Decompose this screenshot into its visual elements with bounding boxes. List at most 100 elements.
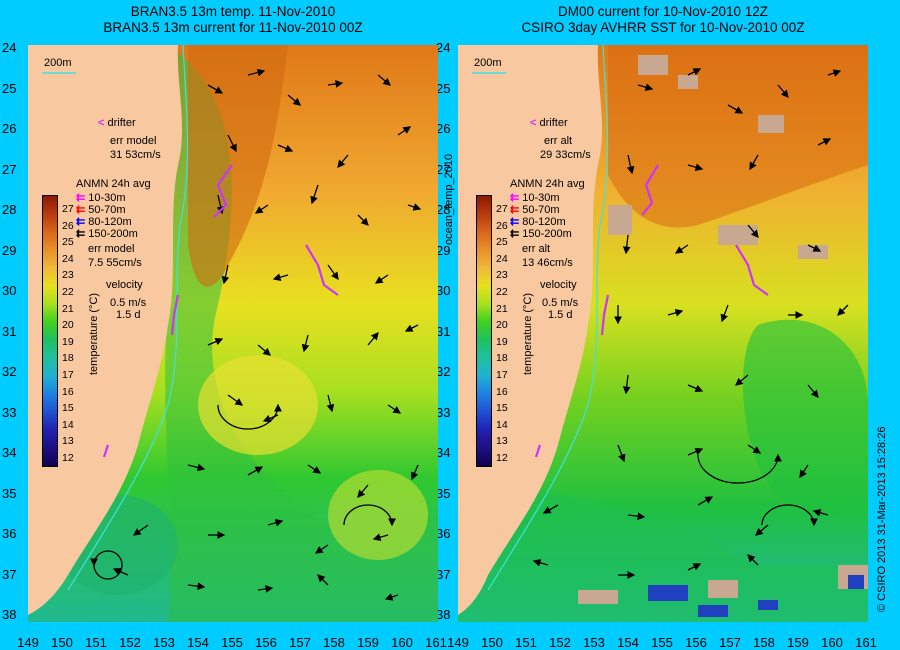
y-tick-label: 26 <box>436 121 451 136</box>
y-tick-label: 35 <box>2 485 17 501</box>
y-tick-label: 31 <box>436 323 451 339</box>
left-colorbar-label: temperature (°C) <box>88 292 100 375</box>
x-tick-label: 156 <box>255 635 277 650</box>
right-title-line2: CSIRO 3day AVHRR SST for 10-Nov-2010 00Z <box>521 20 805 35</box>
y-tick-label: 33 <box>436 404 451 420</box>
left-err-model-1-val: 31 53cm/s <box>110 149 161 161</box>
colorbar-tick-label: 14 <box>496 418 508 431</box>
left-drifter-label: < drifter <box>98 117 136 129</box>
depth-legend-label: 80-120m <box>522 216 566 228</box>
colorbar-tick-label: 23 <box>62 269 74 282</box>
x-tick-label: 149 <box>447 635 469 650</box>
depth-legend-item: ⇇ 10-30m <box>510 192 560 204</box>
depth-legend-label: 50-70m <box>522 204 560 216</box>
left-anmn-label: ANMN 24h avg <box>76 178 151 190</box>
colorbar-tick-label: 16 <box>496 385 508 398</box>
left-drifter-tracks <box>102 164 339 458</box>
y-tick-label: 31 <box>2 323 17 339</box>
credit-label: © CSIRO 2013 31-Mar-2013 15:28:26 <box>876 426 888 612</box>
left-land <box>28 45 183 615</box>
left-velocity-val: 0.5 m/s <box>110 297 147 309</box>
right-velocity-val: 0.5 m/s <box>542 297 579 309</box>
y-tick-label: 30 <box>436 283 451 298</box>
x-tick-label: 157 <box>289 635 311 650</box>
x-tick-label: 160 <box>821 635 843 650</box>
left-duration: 1.5 d <box>116 309 141 321</box>
x-tick-label: 154 <box>187 635 209 650</box>
y-tick-label: 25 <box>436 80 451 96</box>
right-err-alt-2: err alt <box>522 243 551 255</box>
colorbar-tick-label: 14 <box>62 418 74 431</box>
y-tick-label: 36 <box>2 526 17 541</box>
left-title-line2: BRAN3.5 13m current for 11-Nov-2010 00Z <box>103 20 363 35</box>
x-tick-label: 161 <box>425 635 447 650</box>
depth-legend-item: ⇇ 50-70m <box>76 204 126 216</box>
x-tick-label: 157 <box>719 635 741 650</box>
x-tick-label: 159 <box>357 635 379 650</box>
left-map-panel: 200m < drifter err model 31 53cm/s ANMN … <box>28 45 438 622</box>
y-tick-label: 26 <box>2 121 17 136</box>
colorbar-tick-label: 20 <box>62 319 74 332</box>
left-isobath <box>67 45 189 591</box>
colorbar-tick-label: 18 <box>496 352 508 365</box>
left-colorbar <box>42 195 58 467</box>
colorbar-tick-label: 19 <box>496 335 508 348</box>
y-tick-label: 28 <box>436 202 451 217</box>
y-tick-label: 30 <box>2 283 17 298</box>
left-title: BRAN3.5 13m temp. 11-Nov-2010 BRAN3.5 13… <box>28 4 438 36</box>
x-tick-label: 156 <box>685 635 707 650</box>
x-tick-label: 153 <box>153 635 175 650</box>
right-isobath-label: 200m <box>474 57 502 69</box>
center-vertical-label: ocean_temp_2010 <box>443 153 455 245</box>
x-tick-label: 152 <box>549 635 571 650</box>
depth-legend-item: ⇇ 80-120m <box>76 216 132 228</box>
left-err-model-2: err model <box>88 243 135 255</box>
colorbar-tick-label: 19 <box>62 335 74 348</box>
x-tick-label: 161 <box>855 635 877 650</box>
y-tick-label: 24 <box>2 40 17 55</box>
right-cold-patches <box>648 575 864 617</box>
left-current-arrows <box>90 68 422 601</box>
colorbar-tick-label: 25 <box>496 236 508 249</box>
y-tick-label: 32 <box>436 364 451 379</box>
colorbar-tick-label: 27 <box>62 203 74 215</box>
y-tick-label: 38 <box>436 607 451 622</box>
right-colorbar <box>476 195 492 467</box>
depth-legend-item: ⇇ 50-70m <box>510 204 560 216</box>
right-drifter-tracks <box>534 164 769 458</box>
right-title: DM00 current for 10-Nov-2010 12Z CSIRO 3… <box>458 4 868 36</box>
colorbar-tick-label: 12 <box>62 452 74 464</box>
depth-legend-item: ⇇ 80-120m <box>510 216 566 228</box>
y-tick-label: 34 <box>436 445 451 460</box>
right-err-alt-1: err alt <box>544 135 573 147</box>
x-tick-label: 160 <box>391 635 413 650</box>
right-current-arrows <box>532 68 849 579</box>
colorbar-tick-label: 24 <box>62 252 74 265</box>
colorbar-tick-label: 21 <box>496 302 508 315</box>
x-tick-label: 150 <box>481 635 503 650</box>
x-tick-label: 151 <box>515 635 537 650</box>
y-tick-label: 37 <box>2 566 17 582</box>
depth-legend-label: 10-30m <box>88 192 126 204</box>
depth-legend-label: 10-30m <box>522 192 560 204</box>
right-err-alt-2-val: 13 46cm/s <box>522 257 573 269</box>
x-tick-label: 149 <box>17 635 39 650</box>
depth-legend-label: 50-70m <box>88 204 126 216</box>
colorbar-tick-label: 13 <box>62 435 74 448</box>
colorbar-tick-label: 16 <box>62 385 74 398</box>
depth-arrow-icon: ⇇ <box>76 216 89 228</box>
left-title-line1: BRAN3.5 13m temp. 11-Nov-2010 <box>130 4 336 19</box>
right-duration: 1.5 d <box>548 309 573 321</box>
y-tick-label: 28 <box>2 202 17 217</box>
y-tick-label: 33 <box>2 404 17 420</box>
colorbar-tick-label: 12 <box>496 452 508 464</box>
right-map-svg <box>458 45 868 622</box>
depth-arrow-icon: ⇇ <box>510 204 523 216</box>
x-tick-label: 151 <box>85 635 107 650</box>
depth-legend-label: 80-120m <box>88 216 132 228</box>
y-tick-label: 35 <box>436 485 451 501</box>
colorbar-tick-label: 23 <box>496 269 508 282</box>
right-err-alt-1-val: 29 33cm/s <box>540 149 591 161</box>
colorbar-tick-label: 18 <box>62 352 74 365</box>
colorbar-tick-label: 24 <box>496 252 508 265</box>
